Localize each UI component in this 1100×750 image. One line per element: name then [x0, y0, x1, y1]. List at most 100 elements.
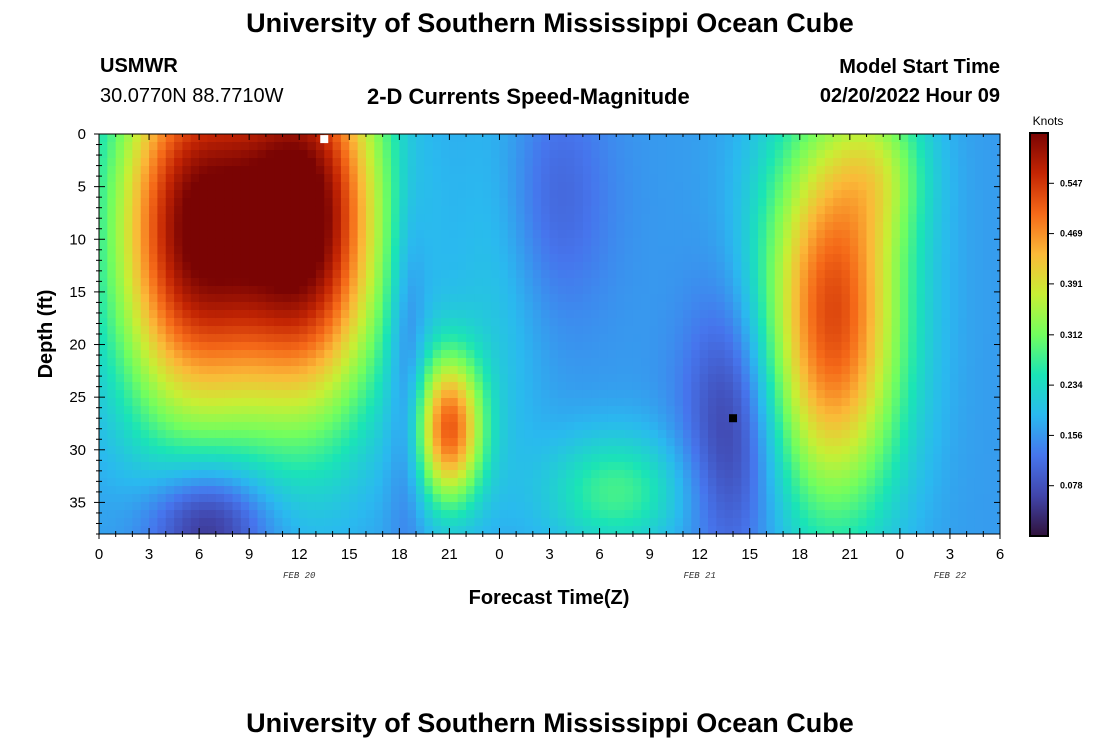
heatmap-cell	[749, 494, 759, 503]
heatmap-cell	[733, 494, 742, 503]
heatmap-cell	[666, 502, 676, 511]
heatmap-cell	[574, 398, 584, 407]
heatmap-cell	[549, 438, 559, 447]
heatmap-cell	[182, 238, 192, 247]
heatmap-cell	[516, 446, 525, 455]
heatmap-cell	[841, 438, 851, 447]
heatmap-cell	[499, 502, 509, 511]
heatmap-cell	[324, 142, 333, 151]
heatmap-cell	[340, 446, 350, 455]
heatmap-cell	[866, 422, 876, 431]
heatmap-cell	[858, 182, 867, 191]
heatmap-cell	[482, 454, 492, 463]
heatmap-cell	[866, 262, 876, 271]
heatmap-cell	[290, 190, 300, 199]
heatmap-cell	[758, 334, 767, 343]
heatmap-cell	[883, 438, 892, 447]
heatmap-cell	[282, 446, 292, 455]
heatmap-cell	[249, 390, 258, 399]
heatmap-cell	[833, 430, 842, 439]
heatmap-cell	[716, 222, 726, 231]
heatmap-cell	[724, 302, 734, 311]
heatmap-cell	[207, 206, 217, 215]
heatmap-cell	[699, 510, 709, 519]
heatmap-cell	[799, 254, 809, 263]
heatmap-cell	[758, 390, 767, 399]
heatmap-cell	[149, 526, 158, 535]
heatmap-cell	[290, 494, 300, 503]
heatmap-cell	[591, 166, 600, 175]
heatmap-cell	[724, 294, 734, 303]
heatmap-cell	[632, 246, 642, 255]
heatmap-cell	[716, 350, 726, 359]
heatmap-cell	[257, 454, 267, 463]
heatmap-cell	[349, 270, 359, 279]
heatmap-cell	[708, 414, 717, 423]
heatmap-cell	[908, 502, 917, 511]
heatmap-cell	[424, 190, 434, 199]
heatmap-cell	[215, 494, 225, 503]
heatmap-cell	[115, 366, 125, 375]
heatmap-cell	[666, 182, 676, 191]
heatmap-cell	[149, 430, 158, 439]
heatmap-cell	[365, 294, 375, 303]
heatmap-cell	[507, 318, 517, 327]
heatmap-cell	[274, 390, 283, 399]
heatmap-cell	[240, 262, 250, 271]
heatmap-cell	[641, 406, 651, 415]
heatmap-cell	[424, 262, 434, 271]
heatmap-cell	[733, 182, 742, 191]
heatmap-cell	[466, 166, 475, 175]
heatmap-cell	[499, 190, 509, 199]
heatmap-cell	[657, 318, 667, 327]
heatmap-cell	[416, 166, 425, 175]
heatmap-cell	[557, 222, 567, 231]
heatmap-cell	[99, 302, 108, 311]
heatmap-cell	[107, 350, 117, 359]
heatmap-cell	[115, 230, 125, 239]
heatmap-cell	[382, 174, 392, 183]
heatmap-cell	[307, 382, 317, 391]
heatmap-cell	[783, 446, 792, 455]
heatmap-cell	[407, 350, 417, 359]
heatmap-cell	[899, 478, 909, 487]
heatmap-cell	[115, 286, 125, 295]
heatmap-cell	[716, 422, 726, 431]
heatmap-cell	[824, 246, 834, 255]
heatmap-cell	[524, 214, 534, 223]
heatmap-cell	[457, 478, 467, 487]
heatmap-cell	[115, 438, 125, 447]
heatmap-cell	[190, 342, 200, 351]
heatmap-cell	[833, 206, 842, 215]
heatmap-cell	[407, 390, 417, 399]
heatmap-cell	[499, 326, 509, 335]
heatmap-cell	[916, 486, 926, 495]
heatmap-cell	[866, 294, 876, 303]
heatmap-cell	[816, 430, 826, 439]
heatmap-cell	[574, 278, 584, 287]
heatmap-cell	[199, 254, 208, 263]
heatmap-cell	[632, 462, 642, 471]
heatmap-cell	[340, 374, 350, 383]
heatmap-cell	[240, 294, 250, 303]
heatmap-cell	[315, 278, 325, 287]
heatmap-cell	[699, 142, 709, 151]
heatmap-cell	[607, 198, 617, 207]
heatmap-cell	[883, 462, 892, 471]
heatmap-cell	[424, 414, 434, 423]
heatmap-cell	[190, 142, 200, 151]
heatmap-cell	[616, 430, 625, 439]
heatmap-cell	[799, 134, 809, 143]
heatmap-cell	[199, 174, 208, 183]
heatmap-cell	[165, 246, 175, 255]
heatmap-cell	[324, 366, 333, 375]
heatmap-cell	[249, 310, 258, 319]
heatmap-cell	[607, 270, 617, 279]
heatmap-cell	[290, 270, 300, 279]
heatmap-cell	[566, 510, 575, 519]
heatmap-cell	[833, 422, 842, 431]
heatmap-cell	[724, 262, 734, 271]
heatmap-cell	[499, 398, 509, 407]
heatmap-cell	[607, 238, 617, 247]
heatmap-cell	[449, 518, 459, 527]
